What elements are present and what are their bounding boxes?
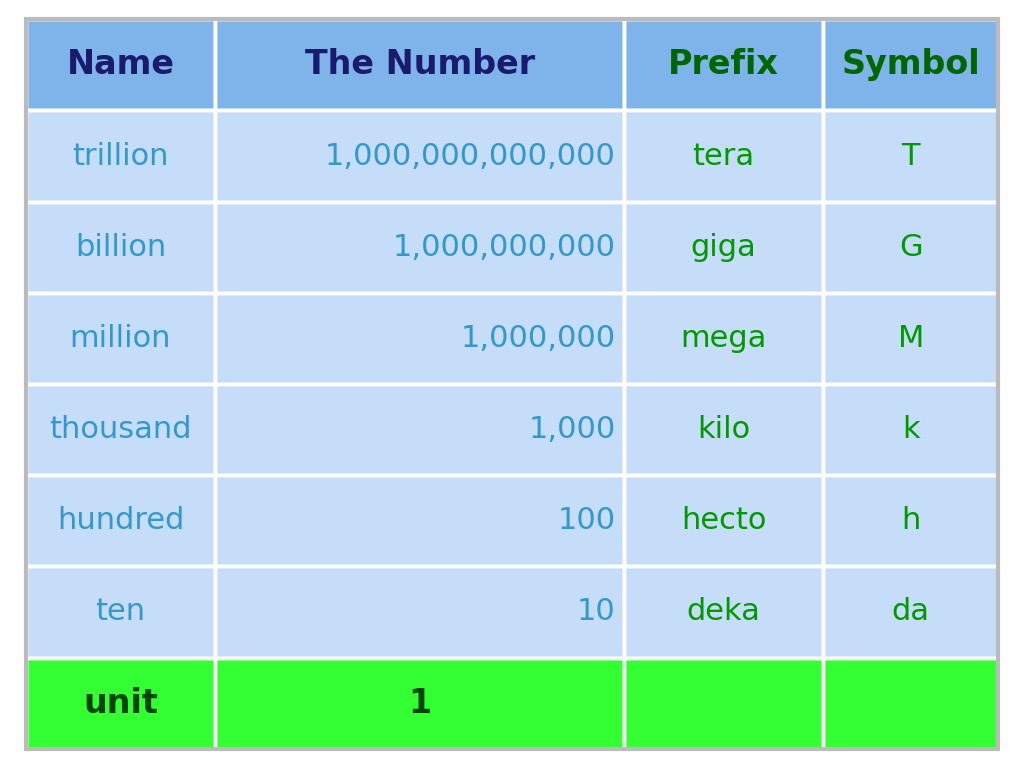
Bar [215, 566, 624, 657]
Bar [215, 384, 624, 475]
Text: hecto: hecto [681, 506, 766, 535]
Text: giga: giga [691, 233, 757, 262]
Text: G: G [899, 233, 923, 262]
Bar [26, 293, 215, 384]
Text: 100: 100 [557, 506, 615, 535]
Bar [823, 566, 998, 657]
Bar [26, 566, 215, 657]
Text: 10: 10 [577, 598, 615, 627]
Text: ten: ten [95, 598, 145, 627]
Text: Name: Name [67, 48, 174, 81]
Text: The Number: The Number [304, 48, 535, 81]
Bar [215, 293, 624, 384]
Text: 1,000,000,000,000: 1,000,000,000,000 [325, 141, 615, 170]
Bar [823, 657, 998, 749]
Text: T: T [901, 141, 921, 170]
Text: mega: mega [680, 324, 767, 353]
Text: kilo: kilo [697, 415, 751, 444]
Bar [624, 19, 823, 111]
Bar [823, 293, 998, 384]
Text: hundred: hundred [56, 506, 184, 535]
Text: million: million [70, 324, 171, 353]
Bar [26, 19, 215, 111]
Bar [823, 111, 998, 202]
Text: 1,000,000: 1,000,000 [461, 324, 615, 353]
Bar [215, 111, 624, 202]
Text: deka: deka [687, 598, 761, 627]
Bar [624, 566, 823, 657]
Bar [215, 19, 624, 111]
Text: h: h [901, 506, 921, 535]
Bar [624, 657, 823, 749]
Text: 1: 1 [408, 687, 431, 720]
Bar [215, 475, 624, 567]
Text: 1,000,000,000: 1,000,000,000 [392, 233, 615, 262]
Bar [26, 657, 215, 749]
Bar [624, 475, 823, 567]
Text: thousand: thousand [49, 415, 191, 444]
Text: Symbol: Symbol [842, 48, 980, 81]
Bar [215, 657, 624, 749]
Bar [26, 384, 215, 475]
Text: da: da [892, 598, 930, 627]
Bar [823, 475, 998, 567]
Text: k: k [902, 415, 920, 444]
Text: unit: unit [83, 687, 158, 720]
Text: billion: billion [75, 233, 166, 262]
Text: M: M [898, 324, 924, 353]
Bar [26, 202, 215, 293]
Text: tera: tera [692, 141, 755, 170]
Bar [624, 202, 823, 293]
Bar [624, 111, 823, 202]
Bar [26, 475, 215, 567]
Text: 1,000: 1,000 [528, 415, 615, 444]
Text: trillion: trillion [73, 141, 169, 170]
Text: Prefix: Prefix [668, 48, 779, 81]
Bar [823, 384, 998, 475]
Bar [624, 384, 823, 475]
Bar [823, 19, 998, 111]
Bar [26, 111, 215, 202]
Bar [624, 293, 823, 384]
Bar [215, 202, 624, 293]
Bar [823, 202, 998, 293]
